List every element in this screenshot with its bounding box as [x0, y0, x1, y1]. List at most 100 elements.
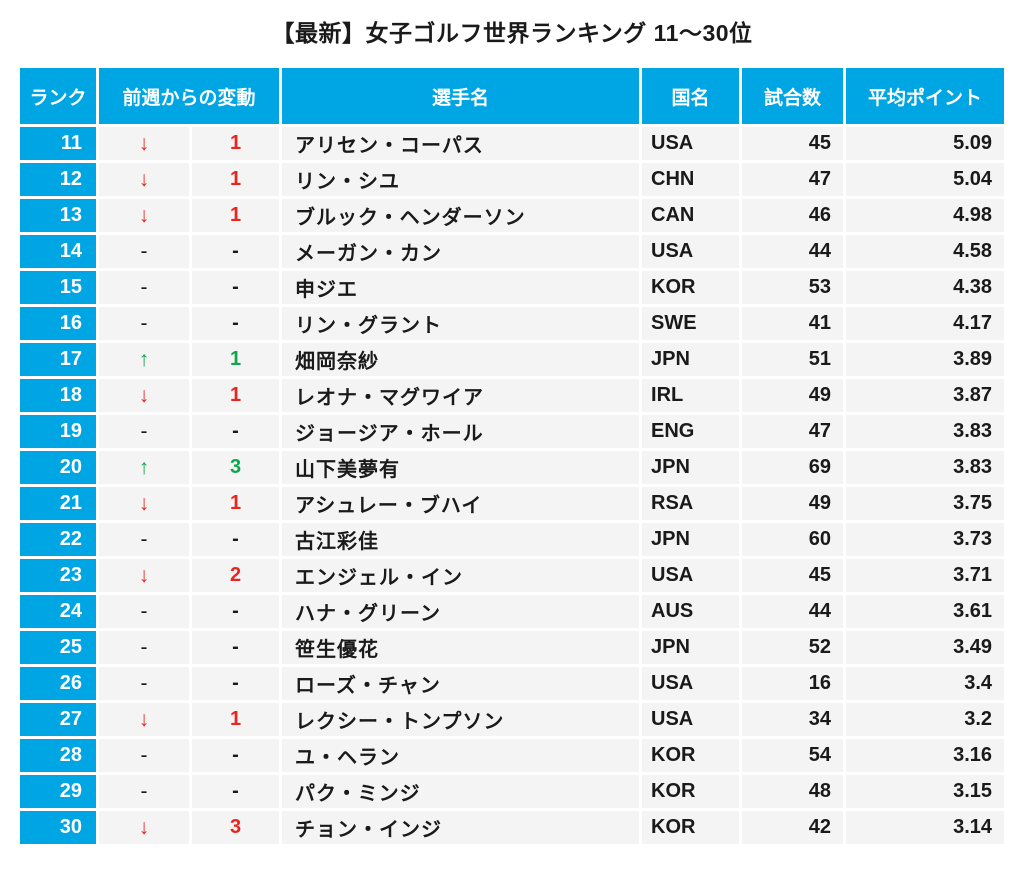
- change-value: 3: [192, 811, 280, 844]
- table-row: 28- - ユ・ヘラン KOR 54 3.16: [20, 739, 1005, 772]
- country-cell: KOR: [642, 775, 740, 808]
- player-name-cell: ハナ・グリーン: [282, 595, 640, 628]
- country-cell: KOR: [642, 271, 740, 304]
- change-value: -: [192, 667, 280, 700]
- table-body: 11 ↓ 1 アリセン・コーパス USA 45 5.09 12 ↓ 1 リン・シユ CHN 47 5.04…: [20, 127, 1005, 844]
- country-cell: USA: [642, 235, 740, 268]
- avg-points-cell: 3.2: [846, 703, 1005, 736]
- table-row: 22- - 古江彩佳 JPN 60 3.73: [20, 523, 1005, 556]
- change-arrow: ↓: [99, 163, 189, 196]
- rank-cell: 12: [20, 163, 96, 196]
- player-name-cell: ユ・ヘラン: [282, 739, 640, 772]
- avg-points-cell: 3.87: [846, 379, 1005, 412]
- change-arrow: ↑: [99, 343, 189, 376]
- avg-points-cell: 5.04: [846, 163, 1005, 196]
- player-name-cell: 笹生優花: [282, 631, 640, 664]
- country-cell: IRL: [642, 379, 740, 412]
- avg-points-cell: 4.58: [846, 235, 1005, 268]
- country-cell: JPN: [642, 631, 740, 664]
- table-row: 15- - 申ジエ KOR 53 4.38: [20, 271, 1005, 304]
- country-cell: JPN: [642, 343, 740, 376]
- rank-cell: 18: [20, 379, 96, 412]
- change-arrow: -: [99, 271, 189, 304]
- header-row: ランク 前週からの変動 選手名 国名 試合数 平均ポイント: [20, 68, 1005, 124]
- table-row: 25- - 笹生優花 JPN 52 3.49: [20, 631, 1005, 664]
- events-cell: 34: [742, 703, 844, 736]
- country-cell: USA: [642, 667, 740, 700]
- country-cell: SWE: [642, 307, 740, 340]
- table-row: 12 ↓ 1 リン・シユ CHN 47 5.04: [20, 163, 1005, 196]
- change-value: -: [192, 775, 280, 808]
- change-arrow: ↓: [99, 379, 189, 412]
- rank-cell: 30: [20, 811, 96, 844]
- table-row: 18 ↓ 1 レオナ・マグワイア IRL 49 3.87: [20, 379, 1005, 412]
- events-cell: 60: [742, 523, 844, 556]
- country-cell: RSA: [642, 487, 740, 520]
- table-header: ランク 前週からの変動 選手名 国名 試合数 平均ポイント: [20, 68, 1005, 124]
- change-arrow: -: [99, 739, 189, 772]
- table-row: 11 ↓ 1 アリセン・コーパス USA 45 5.09: [20, 127, 1005, 160]
- player-name-cell: レクシー・トンプソン: [282, 703, 640, 736]
- avg-points-cell: 3.83: [846, 451, 1005, 484]
- change-value: 3: [192, 451, 280, 484]
- change-arrow: ↓: [99, 703, 189, 736]
- page-title: 【最新】女子ゴルフ世界ランキング 11〜30位: [271, 20, 753, 46]
- avg-points-cell: 3.61: [846, 595, 1005, 628]
- rank-cell: 23: [20, 559, 96, 592]
- rank-cell: 13: [20, 199, 96, 232]
- change-value: 1: [192, 487, 280, 520]
- player-name-cell: 畑岡奈紗: [282, 343, 640, 376]
- table-row: 29- - パク・ミンジ KOR 48 3.15: [20, 775, 1005, 808]
- country-cell: JPN: [642, 523, 740, 556]
- events-cell: 49: [742, 487, 844, 520]
- table-row: 26- - ローズ・チャン USA 16 3.4: [20, 667, 1005, 700]
- change-value: 1: [192, 163, 280, 196]
- change-value: 1: [192, 343, 280, 376]
- header-rank: ランク: [20, 68, 96, 124]
- change-arrow: -: [99, 631, 189, 664]
- avg-points-cell: 3.15: [846, 775, 1005, 808]
- events-cell: 52: [742, 631, 844, 664]
- events-cell: 45: [742, 127, 844, 160]
- player-name-cell: リン・シユ: [282, 163, 640, 196]
- player-name-cell: 山下美夢有: [282, 451, 640, 484]
- avg-points-cell: 4.98: [846, 199, 1005, 232]
- country-cell: USA: [642, 559, 740, 592]
- avg-points-cell: 4.17: [846, 307, 1005, 340]
- player-name-cell: メーガン・カン: [282, 235, 640, 268]
- avg-points-cell: 3.75: [846, 487, 1005, 520]
- country-cell: KOR: [642, 739, 740, 772]
- rank-cell: 24: [20, 595, 96, 628]
- change-arrow: ↓: [99, 127, 189, 160]
- change-arrow: -: [99, 523, 189, 556]
- player-name-cell: レオナ・マグワイア: [282, 379, 640, 412]
- change-arrow: -: [99, 667, 189, 700]
- table-row: 13 ↓ 1 ブルック・ヘンダーソン CAN 46 4.98: [20, 199, 1005, 232]
- table-row: 16- - リン・グラント SWE 41 4.17: [20, 307, 1005, 340]
- table-row: 24- - ハナ・グリーン AUS 44 3.61: [20, 595, 1005, 628]
- avg-points-cell: 3.16: [846, 739, 1005, 772]
- change-arrow: -: [99, 307, 189, 340]
- events-cell: 53: [742, 271, 844, 304]
- change-value: -: [192, 631, 280, 664]
- events-cell: 46: [742, 199, 844, 232]
- change-value: 1: [192, 127, 280, 160]
- rank-cell: 27: [20, 703, 96, 736]
- player-name-cell: ローズ・チャン: [282, 667, 640, 700]
- change-arrow: -: [99, 415, 189, 448]
- change-value: 1: [192, 703, 280, 736]
- player-name-cell: ジョージア・ホール: [282, 415, 640, 448]
- player-name-cell: アシュレー・ブハイ: [282, 487, 640, 520]
- events-cell: 42: [742, 811, 844, 844]
- change-value: 1: [192, 379, 280, 412]
- events-cell: 69: [742, 451, 844, 484]
- rank-cell: 29: [20, 775, 96, 808]
- rank-cell: 14: [20, 235, 96, 268]
- events-cell: 41: [742, 307, 844, 340]
- player-name-cell: チョン・インジ: [282, 811, 640, 844]
- events-cell: 44: [742, 235, 844, 268]
- header-player-name: 選手名: [282, 68, 640, 124]
- events-cell: 44: [742, 595, 844, 628]
- avg-points-cell: 3.71: [846, 559, 1005, 592]
